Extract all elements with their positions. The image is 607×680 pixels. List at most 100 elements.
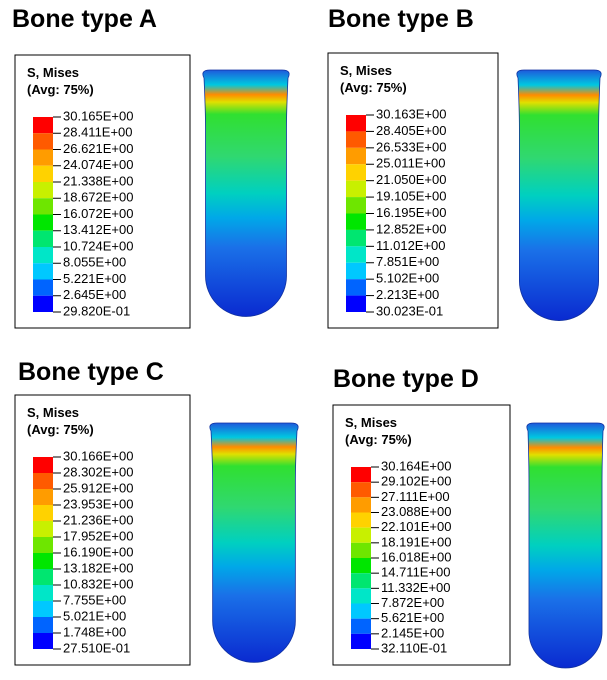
legend-label: 16.190E+00: [63, 544, 133, 559]
legend-swatch: [351, 634, 371, 649]
legend-swatch: [33, 633, 53, 649]
legend-label: 16.018E+00: [381, 549, 451, 564]
legend-label: 30.165E+00: [63, 108, 133, 123]
legend-label: 19.105E+00: [376, 189, 446, 204]
legend-swatch: [33, 553, 53, 569]
legend-swatch: [33, 537, 53, 553]
legend-swatch: [33, 117, 53, 133]
legend-swatch: [346, 230, 366, 246]
legend-swatch: [33, 521, 53, 537]
legend-label: 21.050E+00: [376, 172, 446, 187]
legend-label: 5.221E+00: [63, 271, 126, 286]
legend-swatch: [351, 497, 371, 512]
legend-label: 22.101E+00: [381, 519, 451, 534]
legend-label: 13.412E+00: [63, 222, 133, 237]
legend-label: 30.166E+00: [63, 448, 133, 463]
legend-label: 27.510E-01: [63, 640, 130, 655]
legend-swatch: [351, 513, 371, 528]
legend-swatch: [351, 619, 371, 634]
legend-swatch: [346, 246, 366, 262]
legend-title: (Avg: 75%): [27, 422, 94, 437]
legend-label: 2.645E+00: [63, 287, 126, 302]
legend-label: 18.191E+00: [381, 534, 451, 549]
legend-label: 32.110E-01: [381, 640, 447, 655]
legend-swatch: [346, 148, 366, 164]
legend-swatch: [346, 181, 366, 197]
panel: Bone type BS, Mises(Avg: 75%)30.163E+002…: [328, 5, 601, 328]
bone-model: [527, 423, 604, 668]
legend-swatch: [33, 569, 53, 585]
legend-label: 29.820E-01: [63, 303, 130, 318]
legend-swatch: [351, 467, 371, 482]
legend-label: 1.748E+00: [63, 624, 126, 639]
panel-title: Bone type A: [12, 5, 157, 33]
legend-swatch: [33, 296, 53, 312]
legend-swatch: [33, 133, 53, 149]
legend-swatch: [33, 198, 53, 214]
legend-title: S, Mises: [340, 63, 392, 78]
bone-model: [210, 423, 298, 662]
legend-label: 27.111E+00: [381, 489, 450, 504]
legend-label: 17.952E+00: [63, 528, 133, 543]
legend-title: (Avg: 75%): [27, 82, 94, 97]
legend-swatch: [346, 164, 366, 180]
legend-label: 23.088E+00: [381, 504, 451, 519]
legend-swatch: [346, 197, 366, 213]
legend-label: 28.405E+00: [376, 123, 446, 138]
legend-label: 24.074E+00: [63, 157, 133, 172]
legend-label: 7.851E+00: [376, 254, 439, 269]
legend-label: 28.302E+00: [63, 464, 133, 479]
legend-swatch: [33, 280, 53, 296]
legend-swatch: [351, 604, 371, 619]
legend-swatch: [33, 601, 53, 617]
legend-label: 2.145E+00: [381, 625, 444, 640]
legend-swatch: [351, 543, 371, 558]
bone-model: [203, 70, 289, 316]
legend-swatch: [33, 617, 53, 633]
legend-label: 26.533E+00: [376, 139, 446, 154]
legend-label: 25.912E+00: [63, 480, 133, 495]
legend-swatch: [33, 182, 53, 198]
panel-title: Bone type B: [328, 5, 474, 33]
legend-swatch: [33, 215, 53, 231]
legend-label: 21.236E+00: [63, 512, 133, 527]
legend-label: 7.755E+00: [63, 592, 126, 607]
legend-swatch: [351, 588, 371, 603]
legend-title: (Avg: 75%): [340, 80, 407, 95]
legend-label: 18.672E+00: [63, 190, 133, 205]
legend-swatch: [351, 558, 371, 573]
legend-label: 10.724E+00: [63, 238, 133, 253]
legend-swatch: [346, 279, 366, 295]
legend-swatch: [346, 296, 366, 312]
legend-label: 28.411E+00: [63, 125, 133, 140]
legend-label: 8.055E+00: [63, 255, 126, 270]
legend-title: S, Mises: [27, 405, 79, 420]
legend-label: 11.012E+00: [376, 238, 446, 253]
legend-swatch: [33, 247, 53, 263]
panel-title: Bone type D: [333, 365, 479, 393]
legend-swatch: [33, 231, 53, 247]
legend-label: 16.195E+00: [376, 205, 446, 220]
legend-title: (Avg: 75%): [345, 432, 412, 447]
legend-title: S, Mises: [27, 65, 79, 80]
figure: Bone type A S, Mises (Avg: 75%) 30.165E+00 2…: [0, 0, 607, 680]
legend-swatch: [33, 473, 53, 489]
legend-swatch: [33, 457, 53, 473]
panel: Bone type D S, Mises (Avg: 75%) 30.164E+00 2…: [333, 365, 604, 668]
legend-swatch: [351, 573, 371, 588]
legend-label: 30.164E+00: [381, 458, 451, 473]
legend-label: 5.621E+00: [381, 610, 444, 625]
legend-label: 2.213E+00: [376, 287, 439, 302]
legend-title: S, Mises: [345, 415, 397, 430]
legend-label: 13.182E+00: [63, 560, 133, 575]
legend-swatch: [33, 166, 53, 182]
legend-label: 14.711E+00: [381, 565, 451, 580]
legend-swatch: [346, 263, 366, 279]
legend-swatch: [33, 263, 53, 279]
legend-label: 5.102E+00: [376, 271, 439, 286]
legend-swatch: [33, 150, 53, 166]
bone-model: [517, 70, 601, 321]
legend-label: 23.953E+00: [63, 496, 133, 511]
legend-swatch: [351, 528, 371, 543]
legend-label: 7.872E+00: [381, 595, 444, 610]
